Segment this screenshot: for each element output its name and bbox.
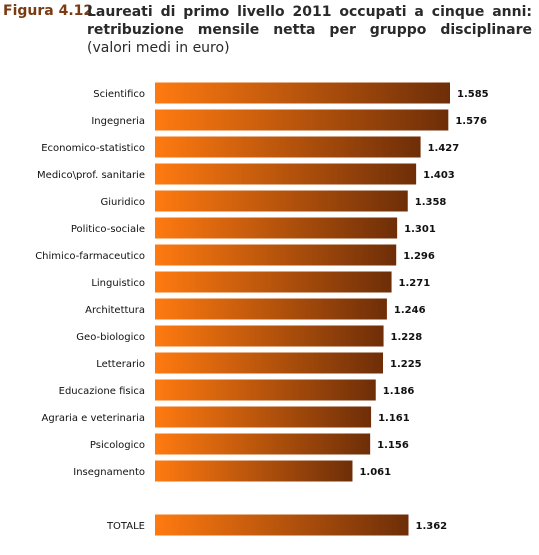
total-value-totale: 1.362 <box>415 521 447 532</box>
category-value-economico-statistico: 1.427 <box>428 143 460 154</box>
category-bar-insegnamento <box>155 460 353 482</box>
category-value-letterario: 1.225 <box>390 359 422 370</box>
category-value-educazione-fisica: 1.186 <box>383 386 415 397</box>
category-bar-economico-statistico <box>155 136 421 158</box>
category-label-architettura: Architettura <box>85 305 145 316</box>
category-label-insegnamento: Insegnamento <box>73 467 145 478</box>
category-label-chimico-farmaceutico: Chimico-farmaceutico <box>35 251 145 262</box>
category-label-geo-biologico: Geo-biologico <box>76 332 145 343</box>
bar-group: Scientifico 1.585 Ingegneria 1.576 Economico… <box>35 82 489 536</box>
category-label-politico-sociale: Politico-sociale <box>71 224 145 235</box>
figure-title-block: Laureati di primo livello 2011 occupati … <box>87 3 532 57</box>
category-value-architettura: 1.246 <box>394 305 426 316</box>
category-label-economico-statistico: Economico-statistico <box>41 143 145 154</box>
category-value-scientifico: 1.585 <box>457 89 489 100</box>
category-value-geo-biologico: 1.228 <box>391 332 423 343</box>
category-value-chimico-farmaceutico: 1.296 <box>403 251 435 262</box>
category-bar-educazione-fisica <box>155 379 376 401</box>
category-label-agraria-e-veterinaria: Agraria e veterinaria <box>42 413 145 424</box>
category-value-politico-sociale: 1.301 <box>404 224 436 235</box>
category-label-giuridico: Giuridico <box>101 197 146 208</box>
category-label-linguistico: Linguistico <box>91 278 145 289</box>
total-bar-totale <box>155 514 409 536</box>
category-value-insegnamento: 1.061 <box>359 467 391 478</box>
category-bar-architettura <box>155 298 387 320</box>
category-bar-medico-prof-sanitarie <box>155 163 417 185</box>
figure-title: Laureati di primo livello 2011 occupati … <box>87 4 532 38</box>
category-value-psicologico: 1.156 <box>377 440 409 451</box>
category-bar-politico-sociale <box>155 217 398 239</box>
category-bar-psicologico <box>155 433 371 455</box>
category-value-agraria-e-veterinaria: 1.161 <box>378 413 410 424</box>
figure-subtitle: (valori medi in euro) <box>87 40 230 56</box>
category-label-educazione-fisica: Educazione fisica <box>59 386 145 397</box>
category-value-giuridico: 1.358 <box>415 197 447 208</box>
category-bar-agraria-e-veterinaria <box>155 406 372 428</box>
total-label-totale: TOTALE <box>106 521 145 532</box>
category-label-scientifico: Scientifico <box>93 89 145 100</box>
category-bar-giuridico <box>155 190 408 212</box>
category-label-medico-prof-sanitarie: Medico\prof. sanitarie <box>37 170 145 181</box>
category-value-medico-prof-sanitarie: 1.403 <box>423 170 455 181</box>
category-bar-ingegneria <box>155 109 449 131</box>
category-label-letterario: Letterario <box>96 359 145 370</box>
category-label-ingegneria: Ingegneria <box>91 116 145 127</box>
category-value-linguistico: 1.271 <box>399 278 431 289</box>
category-value-ingegneria: 1.576 <box>455 116 487 127</box>
category-bar-scientifico <box>155 82 450 104</box>
category-bar-linguistico <box>155 271 392 293</box>
figure-label: Figura 4.12 <box>3 3 94 19</box>
category-label-psicologico: Psicologico <box>90 440 145 451</box>
category-bar-geo-biologico <box>155 325 384 347</box>
category-bar-letterario <box>155 352 383 374</box>
category-bar-chimico-farmaceutico <box>155 244 397 266</box>
